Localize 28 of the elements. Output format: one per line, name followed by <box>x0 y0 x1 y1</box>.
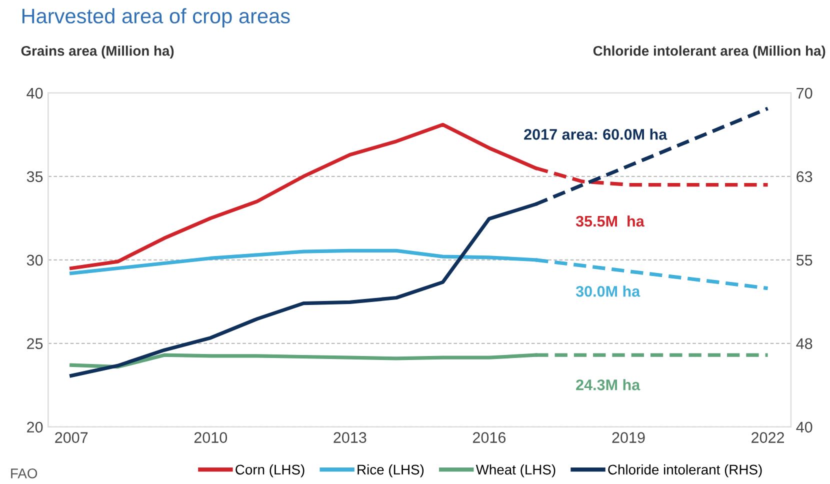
y2-tick-label: 55 <box>796 254 812 266</box>
annotation: 30.0M ha <box>576 286 640 297</box>
y2-tick-label: 48 <box>796 338 812 350</box>
y2-tick-label: 63 <box>796 171 812 182</box>
chart-title: Harvested area of crop areas <box>22 8 290 28</box>
y-tick-label: 25 <box>27 338 43 350</box>
y-tick-label: 35 <box>26 171 43 182</box>
x-tick-label: 2022 <box>752 432 784 443</box>
y-tick-label: 20 <box>27 422 43 433</box>
y2-axis-title: Chloride intolerant area (Million ha) <box>593 46 826 59</box>
y-tick-label: 30 <box>26 254 43 266</box>
legend-label: Wheat (LHS) <box>476 464 556 478</box>
x-tick-label: 2007 <box>55 432 88 443</box>
x-tick-label: 2010 <box>194 432 228 443</box>
annotation: 2017 area: 60.0M ha <box>524 128 668 140</box>
annotation: 24.3M ha <box>576 379 640 390</box>
y-axis-title: Grains area (Million ha) <box>21 46 174 59</box>
x-tick-label: 2013 <box>334 432 366 443</box>
annotation: 35.5M ha <box>576 215 644 227</box>
legend-label: Corn (LHS) <box>236 464 304 478</box>
x-tick-label: 2019 <box>612 432 645 443</box>
y2-tick-label: 40 <box>796 422 812 433</box>
text: FAO <box>11 468 38 478</box>
y2-tick-label: 70 <box>796 88 812 99</box>
y-tick-label: 40 <box>26 88 43 99</box>
x-tick-label: 2016 <box>472 432 506 443</box>
legend-label: Chloride intolerant (RHS) <box>608 464 762 478</box>
legend-label: Rice (LHS) <box>358 464 424 478</box>
